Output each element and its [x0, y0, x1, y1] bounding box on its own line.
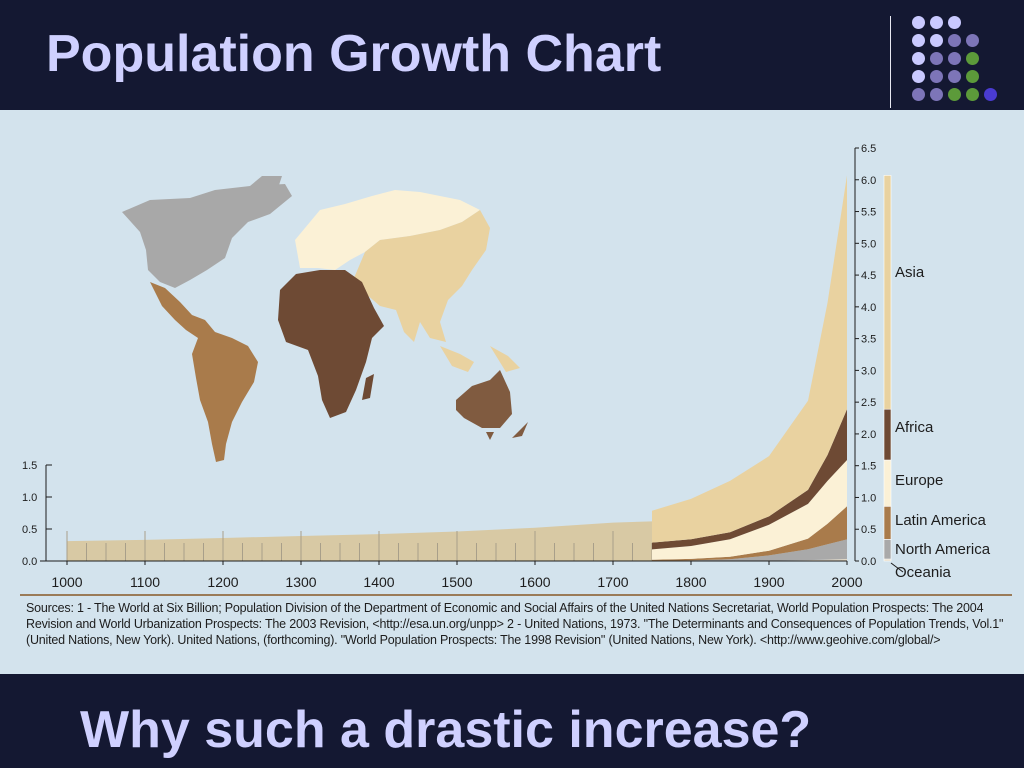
- right-axis-tick-label: 1.5: [861, 461, 876, 473]
- sources-note: Sources: 1 - The World at Six Billion; P…: [26, 601, 1004, 647]
- decorative-dot: [930, 88, 943, 101]
- decorative-dot: [912, 88, 925, 101]
- legend-label-latin-america: Latin America: [895, 512, 987, 529]
- x-axis-tick-label: 1700: [597, 574, 628, 590]
- population-chart: 1000 1100 1200 1300 1400 1500 1600 1700 1800 1900…: [20, 143, 1012, 596]
- left-axis-tick-label: 1.0: [22, 492, 37, 504]
- decorative-dot: [948, 52, 961, 65]
- decorative-dot: [966, 34, 979, 47]
- decorative-dot-grid: [912, 16, 1012, 108]
- map-asia: [354, 210, 520, 372]
- right-axis-tick-label: 6.0: [861, 175, 876, 187]
- map-latin-america: [150, 282, 258, 462]
- left-axis-tick-label: 0.0: [22, 556, 37, 568]
- x-axis-tick-label: 1300: [285, 574, 316, 590]
- legend-label-north-america: North America: [895, 541, 991, 558]
- x-axis-tick-label: 1900: [753, 574, 784, 590]
- decorative-dot: [912, 34, 925, 47]
- decorative-dot: [930, 70, 943, 83]
- area-asia: [652, 175, 847, 543]
- right-axis-tick-label: 1.0: [861, 492, 876, 504]
- legend-label-europe: Europe: [895, 472, 943, 489]
- legend-label-africa: Africa: [895, 419, 934, 436]
- left-axis-tick-label: 1.5: [22, 460, 37, 472]
- right-axis-tick-label: 2.5: [861, 397, 876, 409]
- right-axis-tick-label: 0.5: [861, 524, 876, 536]
- legend-swatch-north-america: [883, 539, 892, 560]
- legend-swatch-europe: [883, 459, 892, 507]
- legend-label-oceania: Oceania: [895, 564, 952, 581]
- area-europe: [652, 460, 847, 560]
- map-north-america: [122, 176, 292, 288]
- decorative-dot: [930, 34, 943, 47]
- legend-swatch-latin-america: [883, 505, 892, 540]
- legend-swatch-africa: [883, 408, 892, 461]
- area-north-america: [652, 539, 847, 561]
- right-axis-tick-label: 5.0: [861, 238, 876, 250]
- decorative-dot: [984, 88, 997, 101]
- decorative-dot: [948, 88, 961, 101]
- population-figure: 1000 1100 1200 1300 1400 1500 1600 1700 1800 1900…: [0, 110, 1024, 674]
- map-europe: [295, 190, 480, 270]
- decorative-dot: [966, 52, 979, 65]
- decorative-dot: [948, 16, 961, 29]
- decorative-dot: [966, 88, 979, 101]
- legend-leader-oceania: [890, 562, 904, 573]
- plot-area: 1000 1100 1200 1300 1400 1500 1600 1700 1800 1900…: [20, 143, 1012, 596]
- x-axis-tick-label: 2000: [831, 574, 862, 590]
- world-map: [122, 176, 528, 462]
- decorative-dot: [930, 16, 943, 29]
- decorative-dot: [912, 52, 925, 65]
- decorative-dot: [912, 70, 925, 83]
- x-axis-tick-label: 1500: [441, 574, 472, 590]
- left-axis-tick-label: 0.5: [22, 524, 37, 536]
- decorative-dot: [948, 70, 961, 83]
- right-axis-tick-label: 0.0: [861, 556, 876, 568]
- right-axis-tick-label: 3.5: [861, 334, 876, 346]
- decorative-dot: [930, 52, 943, 65]
- slide-title: Population Growth Chart: [46, 25, 662, 83]
- header-divider: [890, 16, 891, 108]
- right-axis-tick-label: 4.0: [861, 302, 876, 314]
- slide-header: Population Growth Chart: [0, 0, 1024, 110]
- x-axis-tick-label: 1000: [51, 574, 82, 590]
- map-africa: [278, 270, 384, 418]
- legend-swatch-asia: [883, 175, 892, 410]
- x-axis-tick-label: 1800: [675, 574, 706, 590]
- x-axis-tick-label: 1600: [519, 574, 550, 590]
- x-axis-tick-label: 1200: [207, 574, 238, 590]
- decorative-dot: [966, 70, 979, 83]
- slide-question: Why such a drastic increase?: [80, 701, 812, 759]
- right-axis-tick-label: 6.5: [861, 143, 876, 155]
- area-total-pre-1750: [67, 521, 652, 561]
- area-latin-america: [652, 506, 847, 561]
- x-axis-tick-label: 1100: [130, 574, 160, 590]
- right-axis-tick-label: 2.0: [861, 429, 876, 441]
- right-axis-tick-label: 3.0: [861, 365, 876, 377]
- decorative-dot: [948, 34, 961, 47]
- right-axis-tick-label: 5.5: [861, 207, 876, 219]
- decorative-dot: [912, 16, 925, 29]
- map-oceania: [456, 370, 528, 440]
- legend-label-asia: Asia: [895, 264, 925, 281]
- right-axis-tick-label: 4.5: [861, 270, 876, 282]
- x-axis-tick-label: 1400: [363, 574, 394, 590]
